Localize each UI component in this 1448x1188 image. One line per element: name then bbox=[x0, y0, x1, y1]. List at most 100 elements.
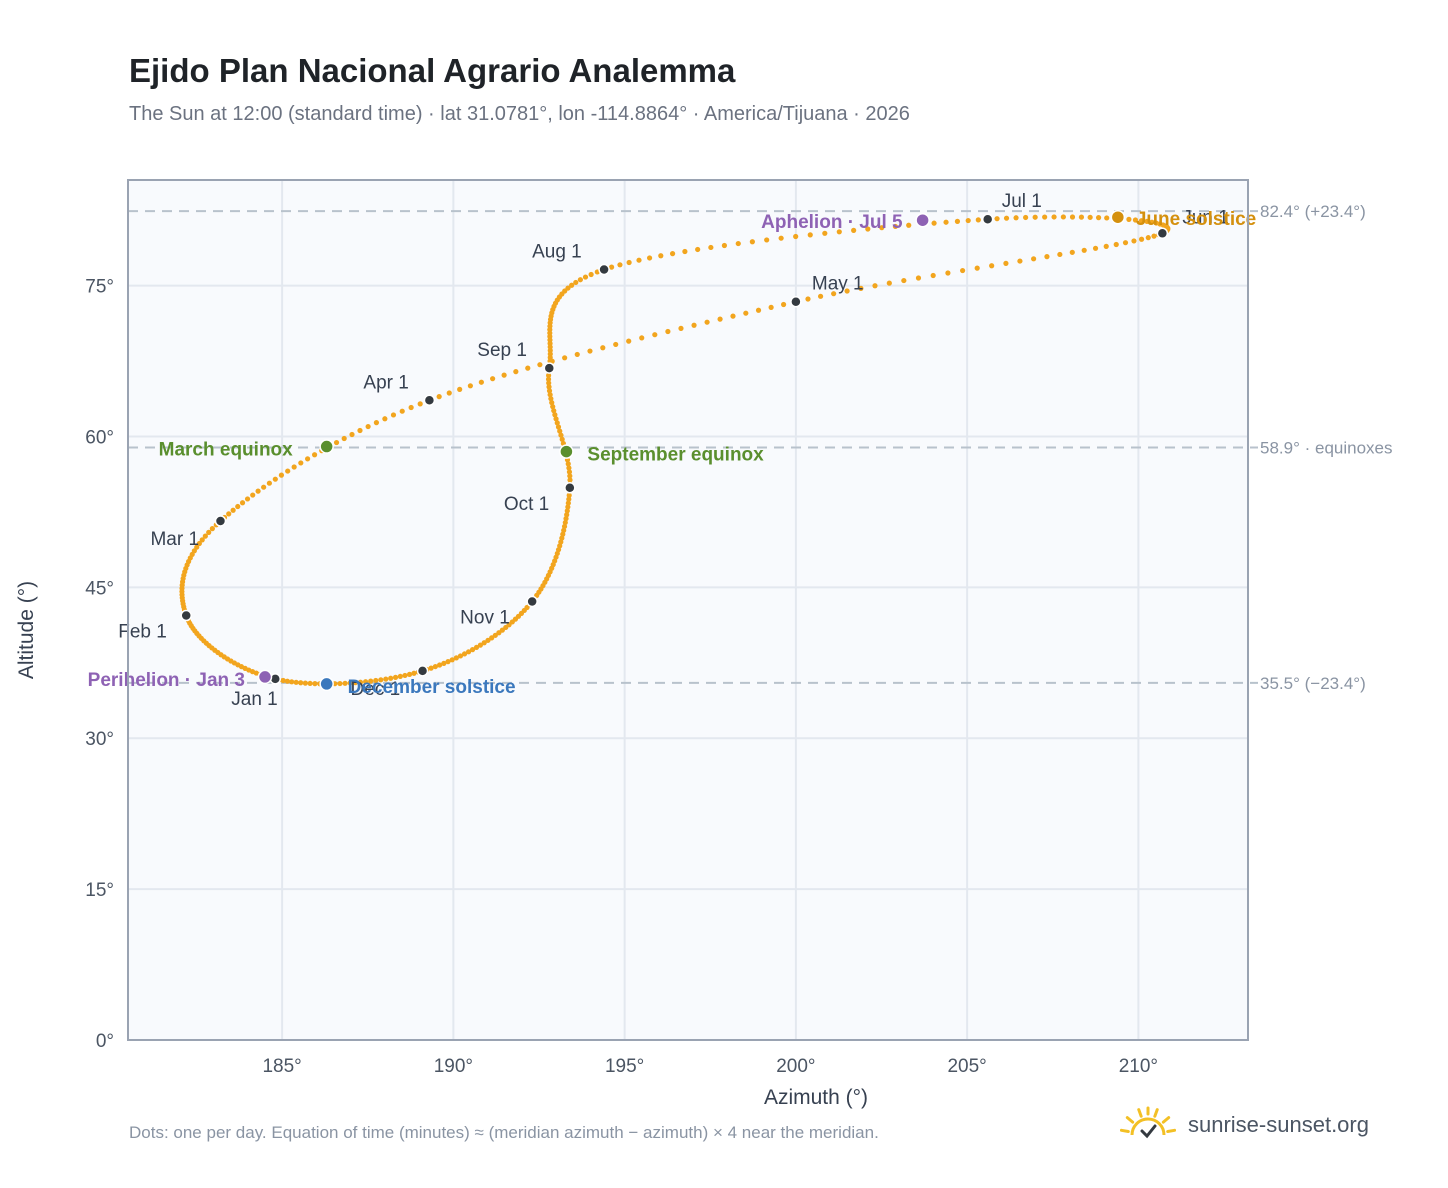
y-tick-label: 15° bbox=[85, 880, 114, 901]
daily-sun-dot bbox=[805, 296, 811, 302]
daily-sun-dot bbox=[357, 679, 364, 685]
daily-sun-dot bbox=[708, 244, 714, 251]
month-label-feb-1: Feb 1 bbox=[118, 622, 167, 643]
daily-sun-dot bbox=[901, 277, 907, 284]
daily-sun-dot bbox=[553, 416, 559, 422]
event-label-aphelion-jul-5: Aphelion · Jul 5 bbox=[761, 212, 903, 233]
daily-sun-dot bbox=[858, 285, 864, 291]
data-points bbox=[180, 209, 1169, 692]
daily-sun-dot bbox=[886, 280, 892, 286]
daily-sun-dot bbox=[465, 649, 472, 655]
daily-sun-dot bbox=[467, 383, 473, 389]
daily-sun-dot bbox=[298, 460, 304, 466]
daily-sun-dot bbox=[284, 678, 290, 684]
daily-sun-dot bbox=[879, 225, 885, 231]
daily-sun-dot bbox=[562, 355, 568, 361]
daily-sun-dot bbox=[836, 229, 842, 235]
daily-sun-dot bbox=[573, 279, 579, 286]
daily-sun-dot bbox=[1145, 235, 1151, 241]
event-point-march-equinox bbox=[319, 439, 334, 454]
sun-ray bbox=[1120, 1128, 1130, 1134]
daily-sun-dot bbox=[441, 660, 447, 666]
y-axis-title: Altitude (°) bbox=[15, 581, 38, 679]
daily-sun-dot bbox=[567, 477, 573, 483]
daily-sun-dot bbox=[561, 523, 568, 530]
reference-line-label: 58.9° · equinoxes bbox=[1260, 439, 1393, 458]
daily-sun-dot bbox=[865, 226, 871, 232]
daily-sun-dot bbox=[202, 533, 208, 539]
month-label-apr-1: Apr 1 bbox=[363, 372, 408, 393]
daily-sun-dot bbox=[565, 504, 571, 510]
daily-sun-dot bbox=[562, 519, 568, 526]
daily-sun-dot bbox=[473, 644, 480, 651]
daily-sun-dot bbox=[678, 325, 684, 331]
plot-area bbox=[128, 180, 1248, 1040]
daily-sun-dot bbox=[551, 408, 557, 414]
daily-sun-dot bbox=[626, 338, 632, 344]
daily-sun-dot bbox=[652, 332, 658, 338]
daily-sun-dot bbox=[682, 248, 688, 255]
month-label-dec-1: Dec 1 bbox=[351, 679, 401, 700]
daily-sun-dot bbox=[392, 674, 399, 680]
sun-ray bbox=[1137, 1108, 1143, 1118]
month-point-mar-1 bbox=[214, 515, 227, 527]
plot-frame bbox=[127, 179, 1249, 1041]
daily-sun-dot bbox=[780, 301, 787, 308]
daily-sun-dot bbox=[764, 237, 770, 243]
daily-sun-dot bbox=[250, 492, 256, 498]
daily-sun-dot bbox=[411, 670, 417, 676]
daily-sun-dot bbox=[449, 657, 455, 663]
daily-sun-dot bbox=[558, 432, 564, 438]
month-label-jan-1: Jan 1 bbox=[231, 689, 277, 710]
daily-sun-dot bbox=[550, 404, 556, 410]
month-label-mar-1: Mar 1 bbox=[150, 529, 199, 550]
y-tick-label: 75° bbox=[85, 277, 114, 298]
month-label-sep-1: Sep 1 bbox=[477, 340, 527, 361]
daily-sun-dot bbox=[485, 637, 491, 643]
daily-sun-dot bbox=[226, 511, 232, 517]
brand-logo[interactable]: sunrise-sunset.org bbox=[1120, 1100, 1369, 1150]
daily-sun-dot bbox=[554, 420, 560, 426]
daily-sun-dot bbox=[244, 496, 251, 502]
daily-sun-dot bbox=[280, 677, 286, 684]
month-label-may-1: May 1 bbox=[812, 274, 864, 295]
daily-sun-dot bbox=[347, 680, 353, 686]
daily-sun-dot bbox=[481, 640, 487, 646]
daily-sun-dot bbox=[721, 242, 728, 249]
footnote: Dots: one per day. Equation of time (min… bbox=[129, 1123, 879, 1142]
x-tick-label: 210° bbox=[1119, 1056, 1158, 1077]
daily-sun-dot bbox=[730, 313, 736, 319]
daily-sun-dot bbox=[1138, 236, 1145, 242]
daily-sun-dot bbox=[206, 529, 212, 535]
daily-sun-dot bbox=[851, 227, 857, 233]
event-label-june-solstice: June solstice bbox=[1136, 209, 1256, 230]
daily-sun-dot bbox=[1032, 214, 1038, 220]
daily-sun-dot bbox=[408, 404, 414, 411]
sun-logo-icon bbox=[1120, 1106, 1176, 1139]
month-point-aug-1 bbox=[598, 263, 610, 276]
daily-sun-dot bbox=[564, 512, 570, 518]
brand-name: sunrise-sunset.org bbox=[1188, 1112, 1369, 1137]
daily-sun-dot bbox=[382, 416, 388, 422]
daily-sun-dot bbox=[566, 496, 572, 502]
daily-sun-dot bbox=[563, 516, 569, 522]
daily-sun-dot bbox=[561, 527, 567, 533]
daily-sun-dot bbox=[566, 492, 572, 498]
daily-sun-dot bbox=[778, 235, 784, 241]
daily-sun-dot bbox=[199, 537, 205, 543]
daily-sun-dot bbox=[588, 271, 594, 278]
x-tick-label: 195° bbox=[605, 1056, 644, 1077]
x-tick-label: 200° bbox=[776, 1056, 815, 1077]
daily-sun-dot bbox=[230, 507, 236, 513]
daily-sun-dot bbox=[1095, 215, 1102, 221]
x-tick-label: 185° bbox=[262, 1056, 301, 1077]
daily-sun-dot bbox=[501, 372, 507, 378]
daily-sun-dot bbox=[582, 274, 589, 280]
daily-sun-dot bbox=[564, 508, 570, 514]
y-tick-label: 45° bbox=[85, 578, 114, 599]
month-label-nov-1: Nov 1 bbox=[460, 607, 510, 628]
daily-sun-dot bbox=[566, 465, 572, 471]
daily-sun-dot bbox=[1103, 243, 1109, 249]
daily-sun-dot bbox=[613, 341, 619, 348]
